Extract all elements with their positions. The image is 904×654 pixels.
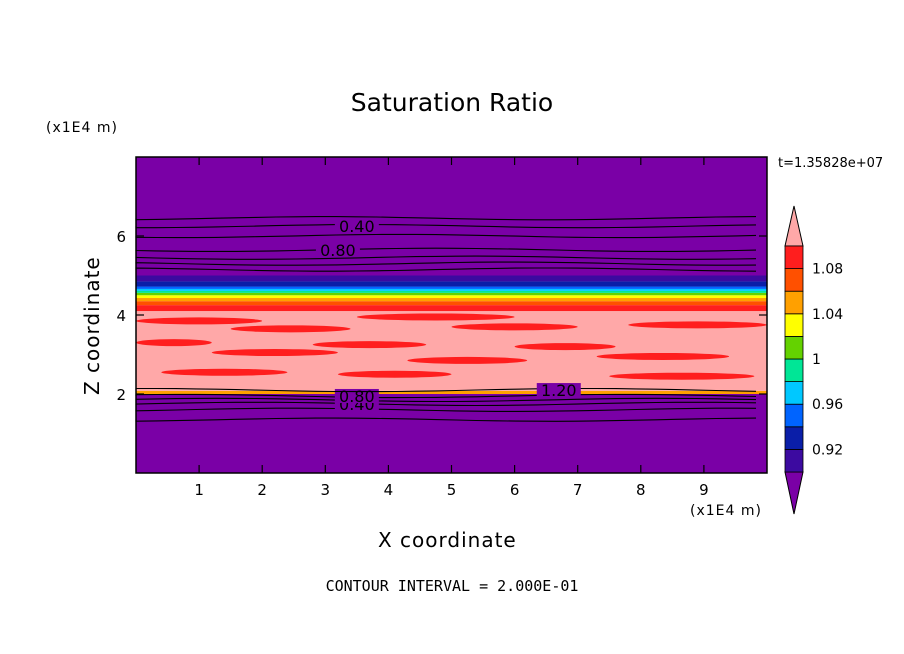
colorbar-box-9 [784,245,804,270]
x-tick-label-7: 7 [573,481,583,499]
y-tick-label-2: 2 [116,386,126,404]
red-streak-5 [596,352,730,360]
colorbar-label-1.08: 1.08 [812,262,843,278]
red-streak-11 [628,321,768,329]
saturation-streaks [136,313,768,380]
colorbar-min-triangle [784,471,804,515]
field-band-12 [136,275,767,282]
contour-line-1 [135,407,757,412]
x-tick-label-5: 5 [447,481,457,499]
colorbar-box-0 [784,448,804,473]
contour-line-8 [135,255,757,260]
field-band-7 [136,292,767,296]
field-band-11 [136,281,767,287]
x-tick-label-9: 9 [699,481,709,499]
red-streak-0 [136,339,212,347]
colorbar-box-8 [784,268,804,292]
contour-line-9 [135,247,757,252]
red-streak-4 [514,343,616,351]
colorbar-box-2 [784,403,804,428]
red-streak-7 [337,370,452,378]
field-band-4 [136,301,767,306]
z-unit-label: (x1E4 m) [46,120,118,136]
contour-line-2 [135,401,757,407]
contour-line-4 [135,393,757,399]
colorbar-label-0.92: 0.92 [812,442,843,458]
red-streak-3 [407,356,528,364]
red-streak-8 [609,372,755,380]
time-label: t=1.35828e+07 [778,156,884,171]
contour-label-11: 0.40 [339,217,375,236]
y-tick-label-4: 4 [116,307,126,325]
red-streak-6 [161,368,288,376]
colorbar-box-1 [784,426,804,450]
red-streak-2 [312,341,427,349]
colorbar-label-0.96: 0.96 [812,397,843,413]
contour-line-7 [135,261,757,266]
x-tick-label-3: 3 [321,481,331,499]
x-tick-label-2: 2 [257,481,267,499]
contour-label-bg-11 [334,219,379,234]
y-tick-label-6: 6 [116,228,126,246]
contour-label-4: 0.80 [339,387,375,406]
x-axis-label: X coordinate [378,528,517,552]
contour-line-6 [135,267,757,272]
colorbar-max-triangle [784,205,804,247]
chart-title: Saturation Ratio [350,88,554,117]
y-axis-label: Z coordinate [80,256,104,395]
field-band-1 [136,390,767,394]
field-band-0 [136,394,767,473]
field-band-9 [136,288,767,291]
contour-line-12 [135,216,757,221]
contour-label-bg-5 [536,383,581,398]
red-streak-10 [451,323,578,331]
colorbar-label-1.04: 1.04 [812,307,843,323]
contour-label-bg-9 [315,242,360,257]
field-band-3 [136,305,767,312]
field-band-13 [136,157,767,276]
contour-label-bg-4 [334,388,379,403]
red-streak-9 [230,325,351,333]
field-band-5 [136,298,767,302]
x-unit-label: (x1E4 m) [690,503,762,519]
contour-lines: 0.400.80 1.200.800.40 [135,216,757,422]
colorbar-box-3 [784,381,804,405]
colorbar-box-5 [784,335,804,360]
contour-line-11 [135,223,757,229]
contour-label-5: 1.20 [541,381,577,400]
axis-ticks: 1 2 3 4 5 6 7 8 9 2 4 6 [116,157,767,499]
contour-interval-note: CONTOUR INTERVAL = 2.000E-01 [325,577,579,595]
red-streak-13 [356,313,515,321]
x-tick-label-6: 6 [510,481,520,499]
field-band-8 [136,290,767,293]
x-tick-label-8: 8 [636,481,646,499]
colorbar-box-4 [784,358,804,383]
colorbar-box-6 [784,313,804,337]
colorbar: 0.92 0.96 1 1.04 1.08 [784,205,843,515]
colorbar-box-7 [784,290,804,315]
contour-line-10 [135,233,757,239]
red-streak-1 [211,349,338,357]
field-band-10 [136,286,767,289]
field-band-6 [136,295,767,299]
x-tick-label-4: 4 [384,481,394,499]
contour-line-3 [135,397,757,403]
contour-line-5 [135,387,757,393]
colorbar-label-1: 1 [812,352,821,368]
contour-line-0 [135,417,757,422]
contour-label-9: 0.80 [320,241,356,260]
x-tick-label-1: 1 [194,481,204,499]
red-streak-12 [136,317,263,325]
